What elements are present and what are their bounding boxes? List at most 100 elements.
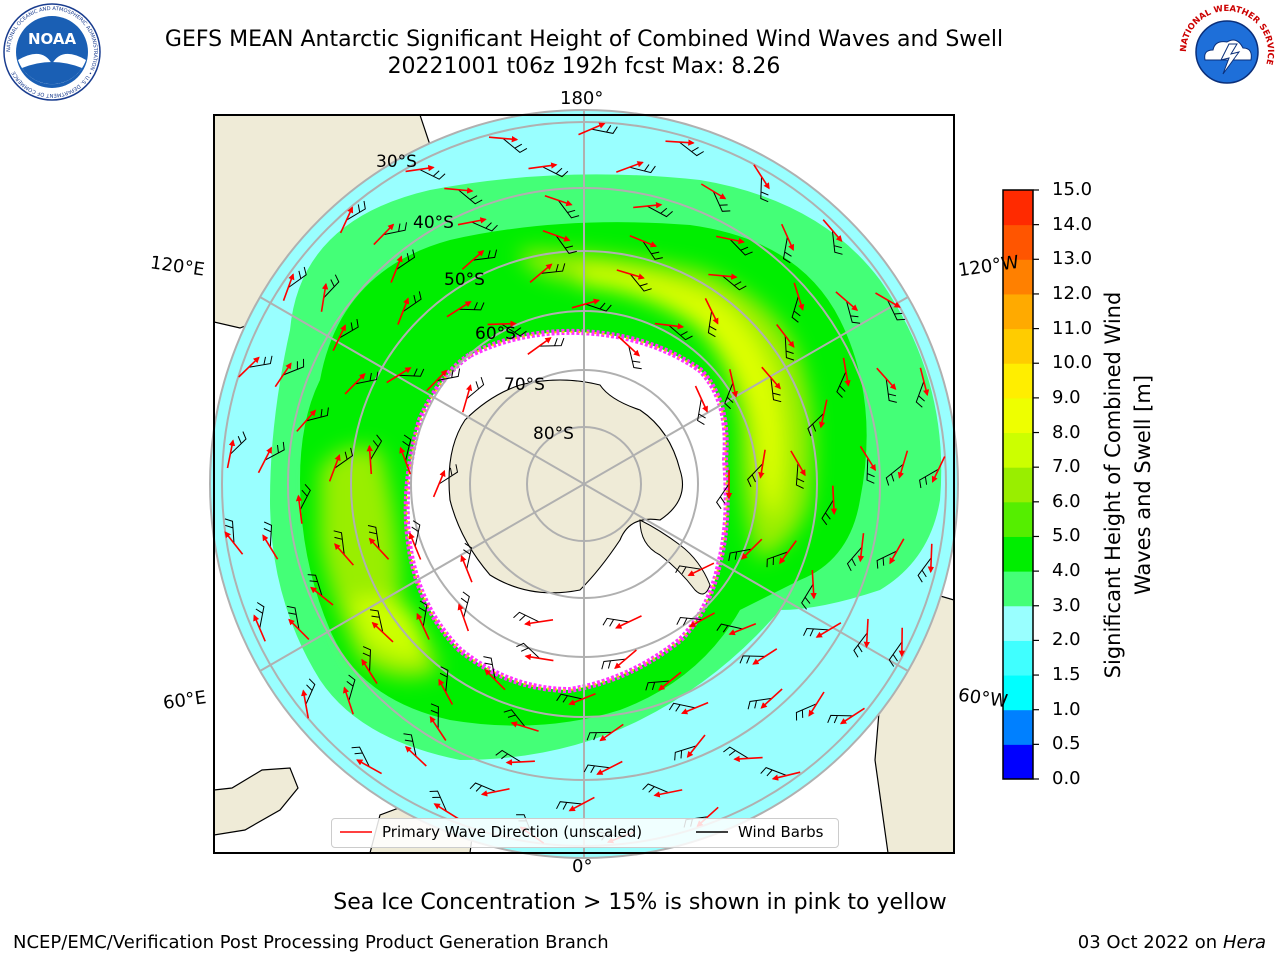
- wave-direction-arrow: [366, 444, 373, 475]
- wind-barb: [915, 381, 925, 408]
- wind-barb: [885, 463, 904, 486]
- colorbar-segment: [1003, 224, 1033, 260]
- wave-direction-arrow: [257, 446, 273, 474]
- wave-direction-arrow: [238, 356, 260, 378]
- wave-direction-arrow: [373, 223, 395, 246]
- wind-barb: [542, 166, 569, 178]
- wave-direction-arrow: [356, 759, 382, 775]
- wind-barb: [472, 249, 498, 261]
- wave-direction-arrow: [339, 206, 354, 234]
- colorbar-tick-label: 5.0: [1052, 525, 1081, 547]
- wave-direction-arrow: [687, 562, 715, 577]
- wave-direction-arrow: [889, 538, 905, 565]
- wind-barb: [430, 703, 439, 729]
- wave-direction-arrow: [296, 409, 317, 432]
- wind-barb: [716, 623, 743, 633]
- wind-barb: [676, 616, 703, 626]
- wave-direction-arrow: [568, 693, 596, 706]
- wind-barb: [724, 382, 734, 410]
- colorbar-tick-label: 7.0: [1052, 456, 1081, 478]
- colorbar-segment: [1003, 571, 1033, 607]
- wind-barb: [846, 546, 863, 572]
- colorbar-segment: [1003, 259, 1033, 295]
- wind-barb: [264, 441, 285, 461]
- wave-direction-arrow: [758, 449, 766, 479]
- wave-direction-arrow: [859, 445, 876, 472]
- wind-barb: [458, 302, 485, 311]
- wind-barb: [502, 138, 528, 154]
- date-stamp: 03 Oct 2022 on Hera: [1078, 932, 1266, 953]
- wave-direction-arrow: [839, 707, 865, 725]
- wave-direction-arrow: [808, 691, 825, 717]
- wave-direction-arrow: [616, 269, 645, 280]
- wind-barb: [460, 591, 470, 618]
- wind-barb: [323, 274, 340, 299]
- wind-barb: [557, 199, 580, 219]
- wave-direction-arrow: [295, 494, 303, 524]
- wave-direction-arrow: [432, 469, 446, 498]
- wave-direction-arrow: [578, 122, 606, 136]
- wave-direction-arrow: [332, 324, 346, 352]
- wave-direction-arrow: [617, 336, 641, 357]
- wind-barb: [516, 642, 540, 659]
- wind-barb: [307, 574, 323, 597]
- sea-ice-footnote: Sea Ice Concentration > 15% is shown in …: [333, 890, 947, 915]
- wind-barb: [827, 714, 853, 724]
- wave-direction-arrow: [571, 298, 601, 309]
- wind-barb: [601, 658, 626, 670]
- wave-direction-arrow: [524, 653, 554, 662]
- colorbar-segment: [1003, 328, 1033, 364]
- wind-barb: [591, 125, 618, 134]
- wind-barb: [305, 678, 316, 705]
- wind-barb: [305, 407, 329, 422]
- colorbar-tick-label: 9.0: [1052, 386, 1081, 408]
- wave-direction-arrow: [818, 399, 828, 429]
- wind-barb: [801, 583, 814, 610]
- wave-direction-arrow: [438, 678, 454, 705]
- colorbar-border: [1002, 189, 1034, 780]
- wind-barb: [396, 249, 416, 271]
- wind-barb: [715, 483, 730, 510]
- wind-barb: [887, 299, 906, 321]
- wave-direction-arrow: [274, 362, 292, 388]
- wind-barb: [679, 141, 704, 157]
- lon-label-180: 180°: [560, 88, 604, 109]
- wind-legend-label: Wind Barbs: [738, 823, 824, 841]
- wave-direction-arrow: [568, 796, 595, 812]
- colorbar-segment: [1003, 501, 1033, 537]
- lat-label-80s: 80°S: [533, 424, 574, 444]
- colorbar-segment: [1003, 675, 1033, 711]
- wind-barb: [282, 358, 305, 376]
- wave-direction-arrow: [461, 249, 485, 270]
- wave-direction-arrow: [484, 668, 506, 691]
- colorbar-tick-label: 1.5: [1052, 664, 1081, 686]
- wind-barb: [795, 703, 817, 721]
- wind-barb: [747, 463, 764, 488]
- wave-direction-arrow: [665, 139, 695, 146]
- wind-barb: [263, 521, 273, 548]
- wind-barb: [674, 745, 697, 761]
- wind-barb: [803, 627, 829, 637]
- wind-barb: [888, 641, 903, 667]
- wave-direction-arrow: [529, 263, 553, 284]
- wind-barb: [411, 520, 421, 547]
- colorbar-title: Significant Height of Combined Wind Wave…: [1101, 291, 1155, 679]
- colorbar-tick-label: 3.0: [1052, 594, 1081, 616]
- colorbar-tick-label: 8.0: [1052, 421, 1081, 443]
- wind-barb: [721, 275, 747, 291]
- wave-direction-arrow: [704, 298, 719, 325]
- wave-direction-arrow: [480, 788, 510, 797]
- wind-barb: [770, 377, 782, 403]
- wind-barb: [697, 398, 706, 426]
- colorbar-segment: [1003, 293, 1033, 330]
- wind-barb: [555, 235, 577, 254]
- wind-barb: [602, 617, 629, 627]
- wind-barb: [586, 731, 612, 741]
- wind-barb: [646, 205, 673, 218]
- wave-direction-arrow: [740, 538, 763, 560]
- wind-barb: [338, 319, 359, 339]
- wind-barb: [831, 230, 843, 255]
- lat-label-50s: 50°S: [444, 270, 485, 290]
- colorbar-tick-label: 2.0: [1052, 629, 1081, 651]
